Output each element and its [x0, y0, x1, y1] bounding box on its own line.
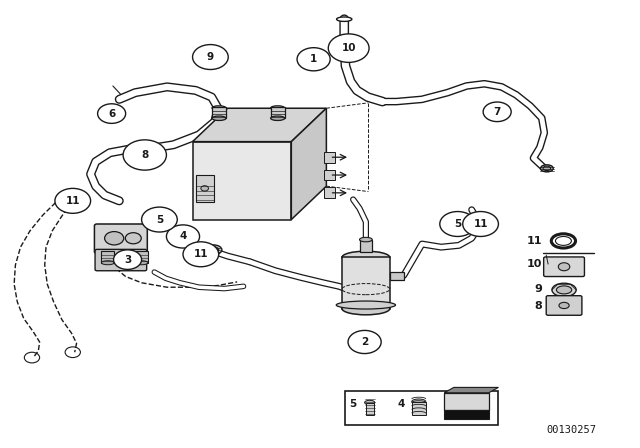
Ellipse shape	[101, 261, 114, 265]
Ellipse shape	[559, 302, 569, 309]
Circle shape	[123, 140, 166, 170]
Text: 11: 11	[65, 196, 80, 206]
FancyBboxPatch shape	[543, 257, 584, 276]
Circle shape	[463, 211, 499, 237]
Circle shape	[328, 34, 369, 62]
Bar	[212, 107, 226, 118]
Text: 11: 11	[526, 236, 541, 246]
Bar	[101, 251, 114, 263]
Ellipse shape	[360, 237, 372, 242]
Polygon shape	[193, 142, 291, 220]
Ellipse shape	[412, 399, 426, 404]
Text: 9: 9	[534, 284, 541, 293]
Ellipse shape	[556, 286, 572, 294]
Bar	[444, 409, 489, 418]
Circle shape	[440, 211, 476, 237]
Text: 5: 5	[454, 219, 461, 229]
Polygon shape	[193, 108, 326, 142]
Ellipse shape	[365, 401, 375, 405]
Text: 4: 4	[179, 232, 187, 241]
Bar	[324, 170, 335, 181]
Bar	[135, 251, 148, 263]
Text: 2: 2	[361, 337, 368, 347]
Bar	[196, 175, 214, 202]
Ellipse shape	[543, 166, 550, 171]
Text: 11: 11	[474, 219, 488, 229]
Ellipse shape	[337, 17, 352, 22]
Bar	[390, 272, 404, 280]
Circle shape	[183, 242, 219, 267]
Ellipse shape	[552, 283, 576, 297]
Text: 1: 1	[310, 54, 317, 64]
Bar	[360, 240, 372, 252]
Bar	[324, 152, 335, 163]
Ellipse shape	[212, 116, 226, 121]
Text: 3: 3	[124, 254, 131, 265]
Circle shape	[297, 47, 330, 71]
Bar	[366, 403, 374, 415]
Text: 8: 8	[534, 302, 541, 311]
Circle shape	[166, 225, 200, 248]
Text: 4: 4	[398, 399, 405, 409]
Bar	[324, 188, 335, 198]
FancyBboxPatch shape	[546, 296, 582, 315]
Circle shape	[348, 331, 381, 353]
Ellipse shape	[271, 106, 285, 110]
Bar	[176, 231, 194, 242]
Text: 8: 8	[141, 150, 148, 160]
Ellipse shape	[556, 237, 572, 246]
Bar	[342, 258, 390, 309]
Ellipse shape	[125, 233, 141, 244]
Bar	[444, 393, 489, 409]
Ellipse shape	[342, 251, 390, 263]
Text: 9: 9	[207, 52, 214, 62]
Circle shape	[193, 44, 228, 69]
Circle shape	[113, 250, 141, 269]
Ellipse shape	[176, 237, 194, 247]
Ellipse shape	[201, 186, 209, 191]
Circle shape	[483, 102, 511, 121]
FancyBboxPatch shape	[95, 250, 147, 271]
Ellipse shape	[342, 302, 390, 315]
Text: 5: 5	[156, 215, 163, 224]
Ellipse shape	[558, 263, 570, 271]
Ellipse shape	[176, 232, 194, 241]
Ellipse shape	[336, 301, 396, 309]
Ellipse shape	[271, 116, 285, 121]
Polygon shape	[444, 388, 499, 393]
Bar	[346, 391, 499, 425]
Ellipse shape	[119, 261, 132, 265]
Text: 6: 6	[108, 108, 115, 119]
Ellipse shape	[540, 165, 553, 172]
Ellipse shape	[212, 106, 226, 110]
Bar	[412, 402, 426, 415]
Bar	[119, 251, 132, 263]
Text: 7: 7	[493, 107, 501, 117]
Circle shape	[98, 104, 125, 123]
Ellipse shape	[104, 232, 124, 245]
Text: 00130257: 00130257	[547, 425, 596, 435]
Text: 10: 10	[526, 259, 541, 269]
Ellipse shape	[205, 245, 222, 255]
Ellipse shape	[135, 261, 148, 265]
Circle shape	[55, 188, 91, 213]
Text: 10: 10	[341, 43, 356, 53]
Bar	[271, 107, 285, 118]
Ellipse shape	[209, 247, 219, 253]
Polygon shape	[291, 108, 326, 220]
FancyBboxPatch shape	[95, 224, 147, 254]
Circle shape	[141, 207, 177, 232]
Text: 5: 5	[349, 399, 356, 409]
Text: 11: 11	[193, 249, 208, 259]
